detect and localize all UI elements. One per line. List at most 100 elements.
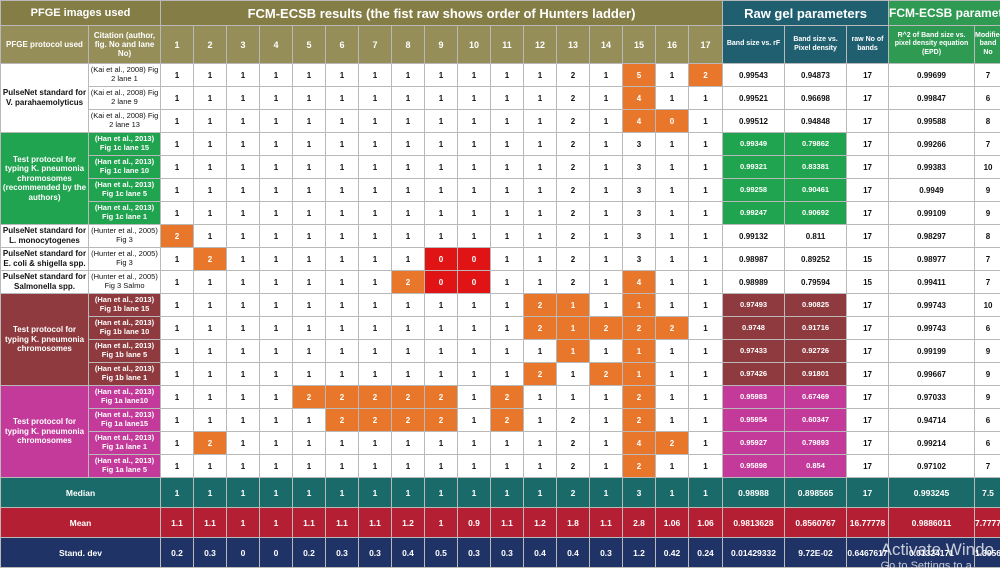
band-size-pixel-cell: 0.91716: [784, 316, 848, 340]
ladder-position-header: 10: [457, 25, 491, 64]
band-count-cell: 1: [490, 454, 524, 478]
stat-value-cell: 2.8: [622, 507, 656, 538]
band-count-cell: 1: [457, 385, 491, 409]
modified-band-cell: 9: [974, 201, 1000, 225]
band-count-cell: 1: [226, 109, 260, 133]
stat-value-cell: 1: [424, 507, 458, 538]
band-count-cell: 1: [292, 316, 326, 340]
stat-value-cell: 0.5: [424, 537, 458, 568]
stat-value-cell: 0.3: [358, 537, 392, 568]
band-count-cell: 2: [622, 385, 656, 409]
band-count-cell: 1: [226, 247, 260, 271]
band-size-rf-cell: 0.99543: [722, 63, 786, 87]
ladder-position-header: 14: [589, 25, 623, 64]
raw-bands-cell: 17: [846, 86, 890, 110]
stat-param-cell: 0.01429332: [722, 537, 786, 568]
band-count-cell: 1: [325, 362, 359, 386]
band-count-cell: 3: [622, 224, 656, 248]
band-count-cell: 2: [556, 408, 590, 432]
band-count-cell: 1: [259, 408, 293, 432]
citation-cell: (Han et al., 2013) Fig 1c lane 10: [88, 155, 161, 179]
band-count-cell: 1: [391, 178, 425, 202]
stat-value-cell: 0.4: [556, 537, 590, 568]
stat-value-cell: 1.2: [391, 507, 425, 538]
band-count-cell: 1: [292, 339, 326, 363]
raw-bands-cell: 17: [846, 201, 890, 225]
band-count-cell: 1: [193, 86, 227, 110]
stat-value-cell: 0: [259, 537, 293, 568]
band-count-cell: 1: [457, 316, 491, 340]
band-size-rf-cell: 0.99349: [722, 132, 786, 156]
band-count-cell: 1: [193, 454, 227, 478]
raw-bands-cell: 17: [846, 385, 890, 409]
band-count-cell: 1: [259, 178, 293, 202]
band-count-cell: 1: [391, 339, 425, 363]
band-count-cell: 1: [391, 316, 425, 340]
band-count-cell: 1: [358, 109, 392, 133]
modified-band-cell: 7: [974, 454, 1000, 478]
band-count-cell: 2: [556, 178, 590, 202]
stat-label: Mean: [0, 507, 161, 538]
band-count-cell: 1: [292, 109, 326, 133]
band-count-cell: 1: [589, 178, 623, 202]
stat-label: Stand. dev: [0, 537, 161, 568]
band-count-cell: 1: [193, 155, 227, 179]
raw-bands-cell: 17: [846, 454, 890, 478]
band-count-cell: 1: [589, 132, 623, 156]
citation-column-header: Citation (author, fig. No and lane No): [88, 25, 161, 64]
band-count-cell: 2: [358, 385, 392, 409]
band-count-cell: 1: [589, 339, 623, 363]
modified-band-header: Modified band No: [974, 25, 1000, 64]
band-count-cell: 2: [292, 385, 326, 409]
stat-value-cell: 2: [556, 477, 590, 508]
band-count-cell: 1: [490, 431, 524, 455]
band-count-cell: 4: [622, 86, 656, 110]
band-size-pixel-cell: 0.94873: [784, 63, 848, 87]
citation-cell: (Kai et al., 2008) Fig 2 lane 13: [88, 109, 161, 133]
modified-band-cell: 8: [974, 224, 1000, 248]
band-count-cell: 1: [457, 155, 491, 179]
watermark-line-2: Go to Settings to a: [880, 560, 972, 572]
raw-bands-cell: 17: [846, 63, 890, 87]
band-count-cell: 1: [292, 431, 326, 455]
band-count-cell: 1: [687, 316, 724, 340]
band-count-cell: 1: [325, 224, 359, 248]
band-count-cell: 1: [687, 385, 724, 409]
band-size-pixel-cell: 0.90461: [784, 178, 848, 202]
table-row: PulseNet standard for E. coli & shigella…: [0, 247, 1000, 271]
raw-bands-cell: 17: [846, 316, 890, 340]
band-count-cell: 1: [160, 362, 194, 386]
citation-cell: (Kai et al., 2008) Fig 2 lane 9: [88, 86, 161, 110]
band-count-cell: 1: [193, 270, 227, 294]
band-count-cell: 2: [358, 408, 392, 432]
band-count-cell: 1: [259, 385, 293, 409]
modified-band-cell: 7: [974, 247, 1000, 271]
band-count-cell: 1: [193, 63, 227, 87]
band-count-cell: 1: [655, 270, 689, 294]
pfge-header: PFGE images used: [0, 0, 161, 26]
band-count-cell: 1: [523, 178, 557, 202]
stat-param-cell: 0.6467617: [846, 537, 890, 568]
ladder-position-header: 11: [490, 25, 524, 64]
band-count-cell: 1: [523, 86, 557, 110]
band-count-cell: 1: [556, 362, 590, 386]
raw-bands-cell: 17: [846, 224, 890, 248]
band-size-rf-cell: 0.99321: [722, 155, 786, 179]
modified-band-cell: 7: [974, 132, 1000, 156]
band-count-cell: 2: [325, 408, 359, 432]
protocol-column-header: PFGE protocol used: [0, 25, 89, 64]
stat-value-cell: 1: [457, 477, 491, 508]
band-count-cell: 1: [687, 270, 724, 294]
band-count-cell: 2: [556, 155, 590, 179]
band-size-rf-cell: 0.9748: [722, 316, 786, 340]
band-count-cell: 3: [622, 178, 656, 202]
band-count-cell: 1: [457, 431, 491, 455]
band-count-cell: 1: [325, 86, 359, 110]
band-count-cell: 5: [622, 63, 656, 87]
band-count-cell: 1: [655, 201, 689, 225]
band-count-cell: 1: [325, 339, 359, 363]
stat-value-cell: 0.24: [687, 537, 724, 568]
band-count-cell: 1: [424, 454, 458, 478]
protocol-group-label: PulseNet standard for Salmonella spp.: [0, 270, 89, 294]
